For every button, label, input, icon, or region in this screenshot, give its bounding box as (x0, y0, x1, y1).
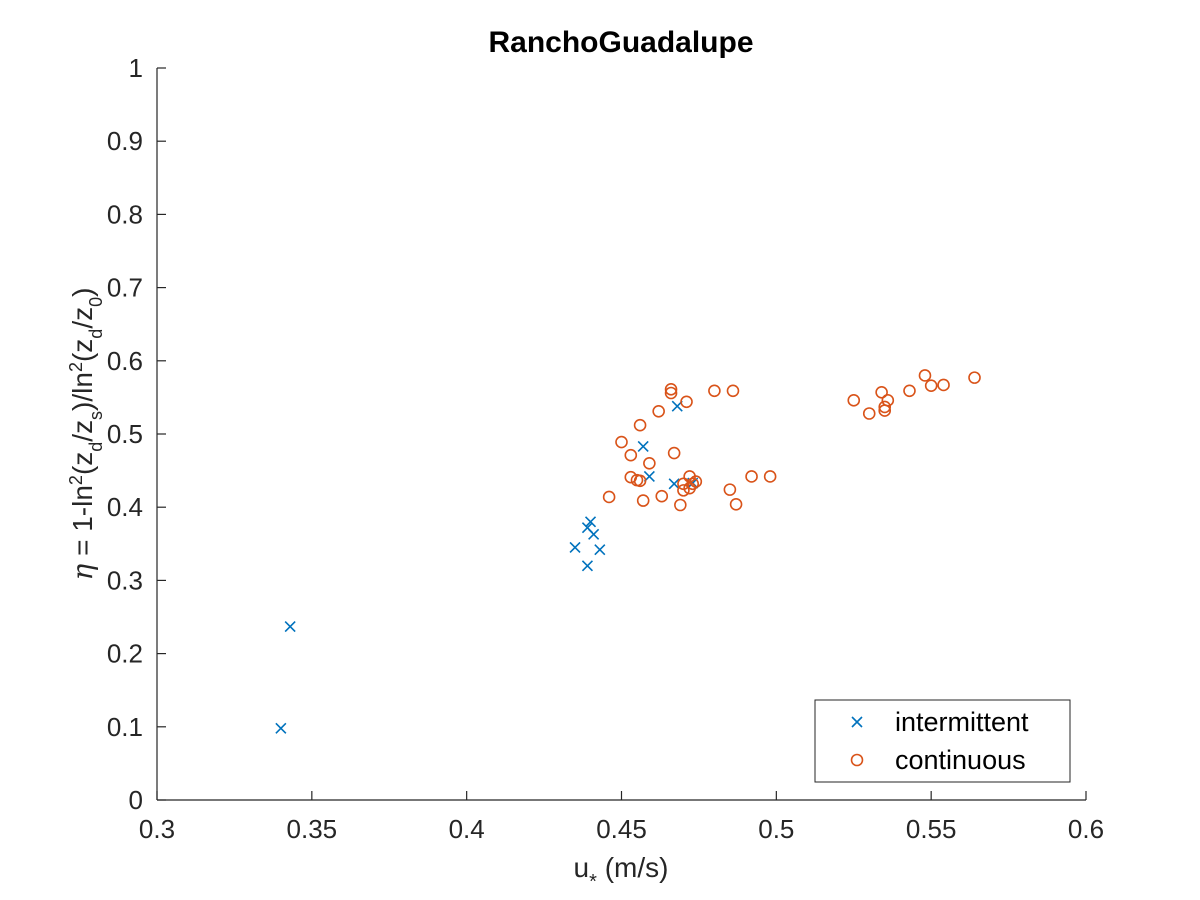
intermittent-point (584, 516, 597, 528)
continuous-point (689, 475, 703, 488)
continuous-point (664, 383, 678, 396)
continuous-point (643, 456, 656, 470)
continuous-point (968, 371, 981, 384)
y-tick-label: 0.9 (107, 126, 143, 156)
continuous-point (862, 407, 876, 420)
continuous-point (674, 498, 687, 512)
y-tick-label: 0.5 (107, 419, 143, 449)
continuous-point (875, 385, 888, 399)
continuous-point (677, 484, 690, 497)
legend: intermittent continuous (814, 699, 1071, 783)
intermittent-point (668, 478, 680, 490)
x-tick-label: 0.3 (139, 814, 175, 844)
axes: 0.3 0.35 0.4 0.45 0.5 0.55 0.6 0 0.1 0.2 0.3 0.4 0.5… (107, 53, 1104, 844)
continuous-point (615, 435, 628, 449)
intermittent-point (284, 620, 296, 633)
continuous-point (726, 384, 740, 398)
continuous-point (918, 369, 932, 382)
continuous-point (729, 497, 743, 511)
chart-title: RanchoGuadalupe (488, 26, 753, 59)
legend-label-continuous: continuous (895, 745, 1026, 775)
continuous-point (664, 386, 678, 400)
continuous-point (624, 448, 638, 462)
x-tick-label: 0.35 (287, 814, 338, 844)
continuous-point (924, 379, 938, 392)
x-tick-label: 0.6 (1068, 814, 1104, 844)
intermittent-point (569, 541, 581, 554)
y-tick-label: 0 (129, 785, 143, 815)
continuous-point (680, 395, 693, 409)
legend-marker-intermittent (851, 716, 863, 728)
x-tick-label: 0.45 (596, 814, 647, 844)
intermittent-point (275, 722, 287, 734)
continuous-point (633, 418, 647, 432)
y-tick-label: 1 (129, 53, 143, 83)
intermittent-point (588, 528, 600, 540)
continuous-point (708, 384, 721, 398)
y-tick-label: 0.4 (107, 492, 143, 522)
x-tick-label: 0.4 (449, 814, 485, 844)
intermittent-point (637, 440, 649, 453)
continuous-point (878, 400, 892, 414)
x-tick-label: 0.55 (906, 814, 957, 844)
continuous-point (937, 378, 950, 392)
intermittent-point (594, 544, 606, 556)
continuous-point (881, 394, 895, 407)
legend-label-intermittent: intermittent (895, 707, 1029, 737)
continuous-point (847, 394, 861, 407)
legend-marker-continuous (850, 753, 864, 767)
data-marks (275, 369, 981, 734)
continuous-point (903, 384, 916, 398)
continuous-point (636, 494, 650, 507)
legend-box (814, 699, 1071, 783)
y-tick-label: 0.6 (107, 346, 143, 376)
continuous-point (655, 489, 669, 503)
continuous-point (686, 477, 700, 491)
y-tick-label: 0.3 (107, 565, 143, 595)
y-tick-label: 0.1 (107, 712, 143, 742)
y-tick-label: 0.7 (107, 273, 143, 303)
y-tick-label: 0.8 (107, 199, 143, 229)
continuous-point (667, 446, 681, 460)
continuous-point (745, 470, 758, 483)
y-tick-label: 0.2 (107, 639, 143, 669)
intermittent-point (581, 560, 594, 572)
continuous-point (652, 405, 665, 418)
x-tick-label: 0.5 (758, 814, 794, 844)
continuous-point (633, 474, 647, 488)
continuous-point (723, 483, 737, 496)
continuous-point (602, 490, 616, 504)
continuous-point (763, 470, 777, 483)
plot-area (157, 68, 1086, 800)
